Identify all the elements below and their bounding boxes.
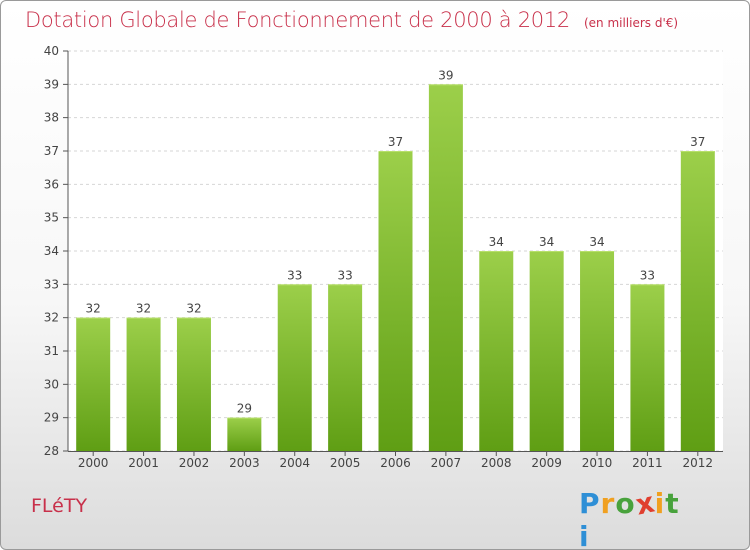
bar	[126, 317, 161, 451]
logo-letter: P	[579, 487, 601, 520]
bar	[378, 151, 413, 451]
x-tick-label: 2007	[431, 456, 462, 470]
y-tick-label: 33	[44, 277, 59, 291]
data-label: 39	[438, 68, 453, 82]
plot-area: 28 29 30 31 32 33 34 35 36 37 38 39 40 32 2000 32 2001 32…	[44, 44, 723, 470]
x-tick-label: 2000	[78, 456, 109, 470]
data-label: 32	[186, 302, 201, 316]
y-tick-label: 31	[44, 344, 59, 358]
data-label: 32	[136, 302, 151, 316]
data-label: 34	[539, 235, 554, 249]
x-tick-label: 2009	[531, 456, 562, 470]
data-label: 37	[388, 135, 403, 149]
data-label: 33	[287, 268, 302, 282]
x-tick-label: 2005	[330, 456, 361, 470]
chart-title: Dotation Globale de Fonctionnement de 20…	[25, 8, 570, 32]
y-tick-label: 37	[44, 144, 59, 158]
data-label: 34	[489, 235, 504, 249]
data-label: 37	[690, 135, 705, 149]
bar	[227, 417, 262, 451]
logo-letter: o	[615, 487, 636, 520]
y-tick-label: 36	[44, 177, 59, 191]
data-label: 32	[86, 302, 101, 316]
commune-name: FLéTY	[31, 495, 88, 517]
y-tick-label: 32	[44, 311, 59, 325]
x-tick-label: 2002	[179, 456, 210, 470]
y-tick-label: 35	[44, 211, 59, 225]
bar	[328, 284, 363, 451]
bar	[176, 317, 211, 451]
x-tick-label: 2004	[279, 456, 310, 470]
y-tick-label: 29	[44, 411, 59, 425]
logo-letter: i	[579, 520, 590, 550]
bar	[76, 317, 111, 451]
x-tick-label: 2003	[229, 456, 260, 470]
data-label: 34	[589, 235, 604, 249]
data-label: 33	[337, 268, 352, 282]
logo-letter: t	[665, 487, 680, 520]
bar	[630, 284, 665, 451]
bar	[428, 84, 463, 451]
bar	[529, 251, 564, 451]
y-tick-label: 39	[44, 77, 59, 91]
y-tick-label: 30	[44, 377, 59, 391]
logo-letter: r	[600, 487, 616, 520]
x-tick-label: 2006	[380, 456, 411, 470]
y-tick-label: 34	[44, 244, 59, 258]
x-tick-label: 2010	[582, 456, 613, 470]
bar	[580, 251, 615, 451]
data-label: 33	[640, 268, 655, 282]
proxiti-logo: Proxiti	[579, 485, 689, 549]
data-label: 29	[237, 402, 252, 416]
x-tick-label: 2001	[128, 456, 159, 470]
bar	[277, 284, 312, 451]
logo-letter: i	[654, 487, 666, 520]
bar	[479, 251, 514, 451]
y-tick-label: 40	[44, 44, 59, 58]
y-tick-label: 28	[44, 444, 59, 458]
bar	[680, 151, 715, 451]
y-tick-label: 38	[44, 111, 59, 125]
chart-title-block: Dotation Globale de Fonctionnement de 20…	[25, 8, 678, 32]
x-tick-label: 2008	[481, 456, 512, 470]
chart-unit: (en milliers d'€)	[583, 16, 679, 30]
x-tick-label: 2012	[683, 456, 714, 470]
x-tick-label: 2011	[632, 456, 663, 470]
